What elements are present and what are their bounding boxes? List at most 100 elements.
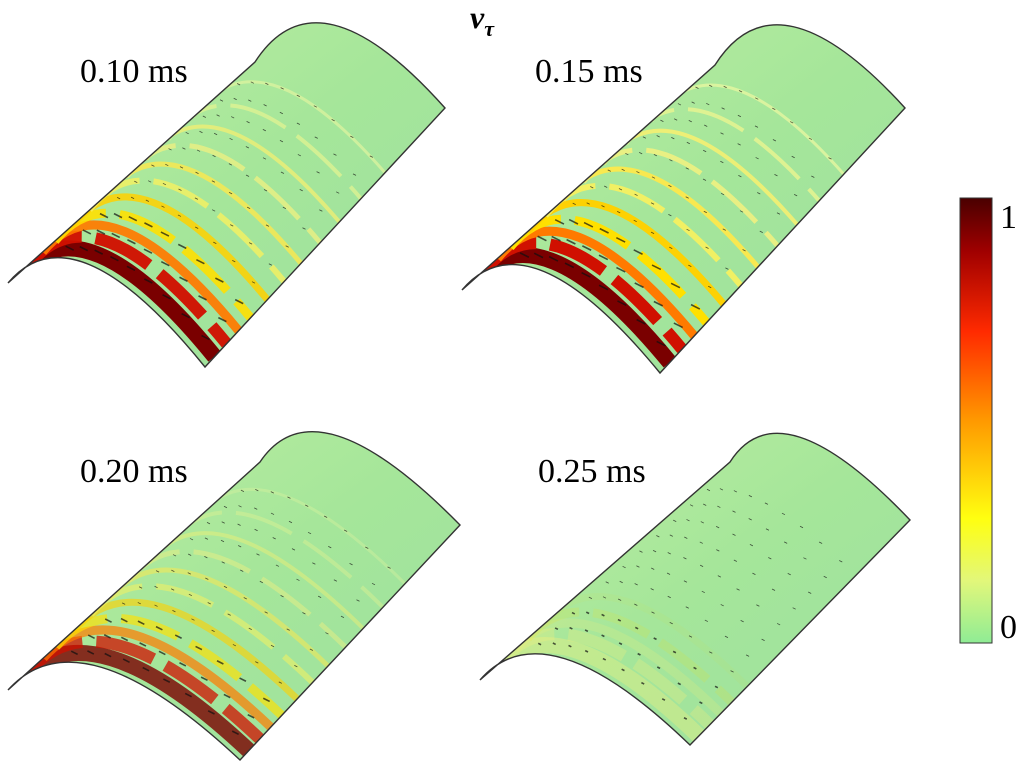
arrow bbox=[113, 212, 123, 219]
arrow bbox=[160, 231, 170, 237]
arrow bbox=[144, 222, 153, 228]
arrow bbox=[716, 549, 720, 552]
arrow bbox=[371, 582, 376, 586]
panel-label: 0.20 ms bbox=[80, 453, 188, 490]
arrow bbox=[650, 231, 655, 234]
arrow bbox=[207, 602, 211, 605]
arrow bbox=[703, 503, 707, 506]
arrow bbox=[688, 264, 692, 268]
arrow bbox=[774, 174, 778, 177]
arrow bbox=[191, 618, 195, 621]
arrow bbox=[634, 282, 644, 289]
arrow bbox=[709, 651, 713, 654]
arrow bbox=[309, 648, 314, 651]
arrow bbox=[205, 577, 209, 580]
arrow bbox=[792, 607, 796, 610]
arrow bbox=[278, 681, 282, 684]
arrow bbox=[599, 227, 609, 234]
arrow bbox=[738, 90, 743, 93]
arrow bbox=[656, 666, 661, 670]
arrow bbox=[103, 634, 111, 639]
arrow bbox=[196, 258, 205, 265]
arrow bbox=[598, 284, 609, 291]
arrow bbox=[636, 565, 640, 568]
arrow bbox=[239, 677, 247, 682]
arrow bbox=[299, 188, 303, 192]
arrow bbox=[218, 316, 227, 323]
arrow bbox=[263, 189, 268, 192]
arrow bbox=[237, 523, 241, 526]
arrow bbox=[603, 185, 608, 188]
arrow bbox=[668, 214, 672, 217]
panel-label: 0.15 ms bbox=[535, 53, 643, 90]
arrow bbox=[254, 507, 258, 510]
arrow bbox=[572, 202, 576, 205]
arrow bbox=[137, 620, 145, 626]
arrow bbox=[699, 701, 703, 705]
arrow bbox=[350, 135, 354, 138]
arrow bbox=[705, 246, 709, 249]
arrow bbox=[134, 180, 138, 183]
arrow bbox=[764, 502, 769, 505]
arrow bbox=[294, 665, 298, 668]
arrow bbox=[641, 681, 645, 685]
arrow bbox=[533, 252, 544, 259]
arrow bbox=[673, 118, 678, 121]
shell-outline bbox=[7, 431, 461, 761]
figure-title: vτ bbox=[470, 0, 495, 41]
colorbar-min: 0 bbox=[1000, 609, 1017, 646]
arrow bbox=[215, 277, 224, 283]
arrow bbox=[688, 635, 693, 638]
panel-label: 0.25 ms bbox=[538, 453, 646, 490]
arrow bbox=[162, 294, 171, 300]
arrow bbox=[282, 206, 287, 209]
arrow bbox=[673, 322, 684, 329]
arrow bbox=[619, 580, 623, 584]
arrow bbox=[601, 634, 605, 638]
arrow bbox=[211, 180, 216, 183]
arrow bbox=[201, 334, 210, 341]
arrow bbox=[246, 206, 251, 209]
arrow bbox=[170, 588, 175, 591]
arrow bbox=[240, 569, 244, 572]
panel: 0.25 ms bbox=[479, 432, 911, 746]
arrow bbox=[637, 652, 641, 656]
arrow bbox=[590, 186, 594, 189]
arrow bbox=[265, 82, 269, 86]
arrow bbox=[653, 300, 664, 307]
arrow bbox=[227, 613, 231, 616]
arrow bbox=[704, 124, 708, 127]
arrow bbox=[548, 255, 559, 262]
arrow bbox=[752, 572, 756, 575]
arrow bbox=[669, 159, 673, 162]
arrow bbox=[365, 546, 369, 549]
arrow bbox=[808, 137, 813, 140]
arrow bbox=[723, 85, 727, 89]
arrow bbox=[279, 140, 284, 143]
colorbar-max: 1 bbox=[1000, 199, 1017, 236]
arrow bbox=[262, 697, 271, 703]
arrow bbox=[651, 567, 655, 570]
arrow bbox=[104, 618, 112, 623]
arrow bbox=[323, 515, 328, 518]
arrow bbox=[302, 612, 306, 615]
arrow bbox=[255, 489, 259, 492]
arrow bbox=[333, 579, 338, 582]
arrow bbox=[688, 119, 692, 123]
arrow bbox=[335, 191, 340, 194]
arrow bbox=[622, 565, 626, 569]
arrow bbox=[650, 202, 655, 205]
arrow bbox=[749, 544, 754, 547]
arrow bbox=[248, 627, 252, 630]
arrow bbox=[223, 585, 228, 589]
arrow bbox=[151, 164, 155, 167]
arrow bbox=[270, 491, 274, 494]
arrow bbox=[65, 245, 75, 251]
arrow bbox=[286, 628, 290, 631]
arrow bbox=[96, 229, 106, 235]
arrow bbox=[331, 118, 335, 122]
shell-surface bbox=[462, 24, 905, 373]
arrow bbox=[666, 572, 671, 575]
panel-label: 0.10 ms bbox=[80, 53, 188, 90]
arrow bbox=[211, 209, 216, 212]
